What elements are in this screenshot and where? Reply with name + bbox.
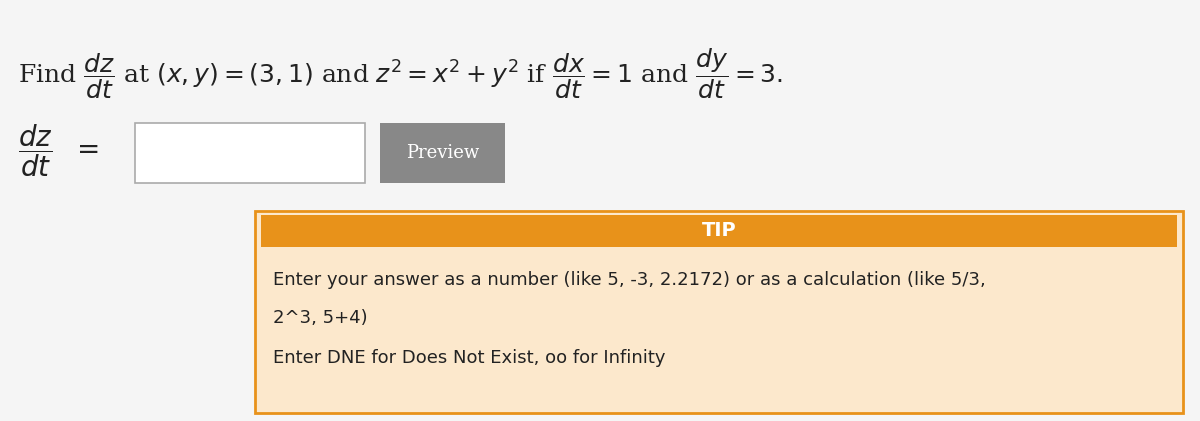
FancyBboxPatch shape (262, 215, 1177, 247)
Text: TIP: TIP (702, 221, 737, 240)
FancyBboxPatch shape (134, 123, 365, 183)
FancyBboxPatch shape (254, 211, 1183, 413)
Text: Preview: Preview (406, 144, 479, 162)
Text: $\dfrac{dz}{dt}$  $=$: $\dfrac{dz}{dt}$ $=$ (18, 123, 100, 179)
Text: 2^3, 5+4): 2^3, 5+4) (274, 309, 367, 327)
Text: Find $\dfrac{dz}{dt}$ at $(x, y) = (3, 1)$ and $z^2 = x^2 + y^2$ if $\dfrac{dx}{: Find $\dfrac{dz}{dt}$ at $(x, y) = (3, 1… (18, 46, 784, 101)
FancyBboxPatch shape (380, 123, 505, 183)
Text: Enter DNE for Does Not Exist, oo for Infinity: Enter DNE for Does Not Exist, oo for Inf… (274, 349, 666, 367)
Text: Enter your answer as a number (like 5, -3, 2.2172) or as a calculation (like 5/3: Enter your answer as a number (like 5, -… (274, 271, 985, 289)
